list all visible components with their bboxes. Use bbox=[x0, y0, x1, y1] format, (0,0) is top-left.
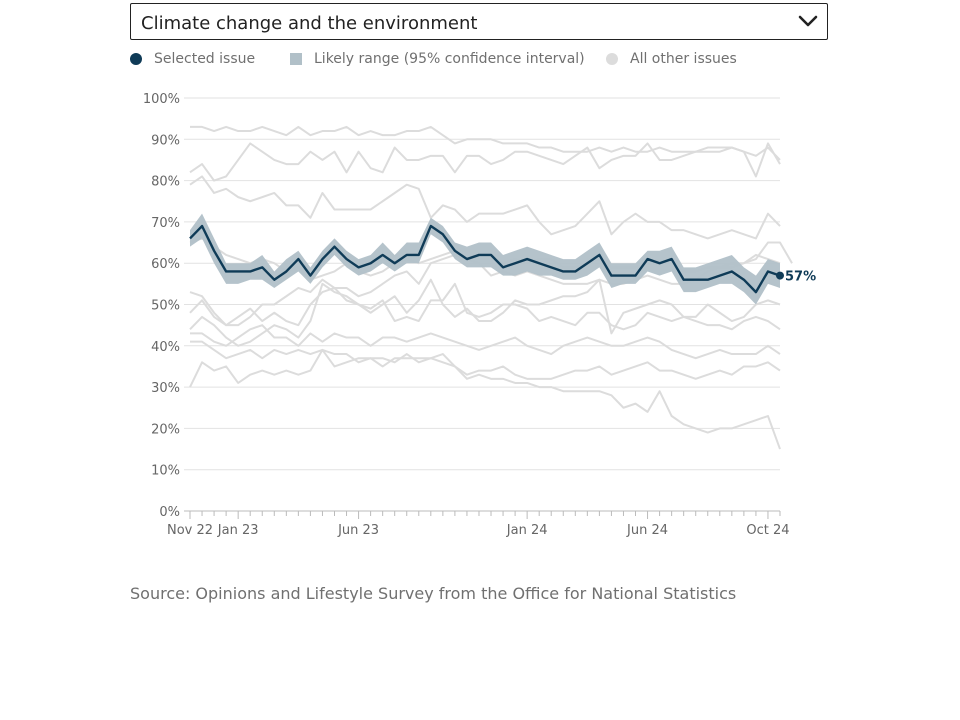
source-note: Source: Opinions and Lifestyle Survey fr… bbox=[130, 584, 737, 603]
y-tick-label: 80% bbox=[151, 175, 180, 190]
y-tick-label: 0% bbox=[159, 505, 180, 520]
y-tick-label: 20% bbox=[151, 422, 180, 437]
y-tick-label: 60% bbox=[151, 257, 180, 272]
x-tick-label: Oct 24 bbox=[746, 523, 789, 538]
y-tick-label: 90% bbox=[151, 133, 180, 148]
y-tick-label: 70% bbox=[151, 216, 180, 231]
selected-end-point bbox=[776, 271, 784, 280]
y-tick-label: 50% bbox=[151, 299, 180, 314]
x-tick-label: Jun 23 bbox=[337, 523, 379, 538]
confidence-band bbox=[190, 213, 780, 305]
legend-swatch-confidence bbox=[290, 53, 302, 65]
legend-swatch-other bbox=[606, 53, 618, 65]
other-issue-line bbox=[189, 142, 781, 182]
other-issue-line bbox=[190, 340, 781, 380]
line-chart: 0% 10% 20% 30% 40% 50% 60% 70% 80% 90% 100% Nov 22 J… bbox=[143, 92, 816, 538]
legend-label-other: All other issues bbox=[630, 51, 737, 67]
other-issue-line bbox=[189, 175, 781, 240]
other-issue-line bbox=[189, 278, 781, 335]
y-tick-label: 30% bbox=[151, 381, 180, 396]
legend-swatch-selected bbox=[130, 53, 142, 65]
issue-selector[interactable]: Climate change and the environment bbox=[130, 3, 828, 40]
y-tick-label: 100% bbox=[143, 92, 180, 107]
other-issue-line bbox=[189, 282, 781, 347]
legend-label-selected: Selected issue bbox=[154, 51, 256, 67]
y-tick-label: 40% bbox=[151, 340, 180, 355]
x-tick-label: Jan 23 bbox=[217, 523, 259, 538]
other-issue-line bbox=[190, 324, 781, 360]
other-issue-line bbox=[190, 125, 781, 161]
x-tick-label: Jun 24 bbox=[626, 523, 668, 538]
selected-end-label: 57% bbox=[785, 270, 816, 285]
chevron-down-icon bbox=[798, 15, 818, 27]
issue-selector-value: Climate change and the environment bbox=[141, 13, 478, 34]
x-tick-label: Jan 24 bbox=[506, 523, 548, 538]
other-issue-line bbox=[189, 348, 781, 450]
y-tick-label: 10% bbox=[151, 464, 180, 479]
legend-label-confidence: Likely range (95% confidence interval) bbox=[314, 51, 585, 67]
x-tick-label: Nov 22 bbox=[167, 523, 213, 538]
selected-issue-line bbox=[189, 224, 781, 294]
